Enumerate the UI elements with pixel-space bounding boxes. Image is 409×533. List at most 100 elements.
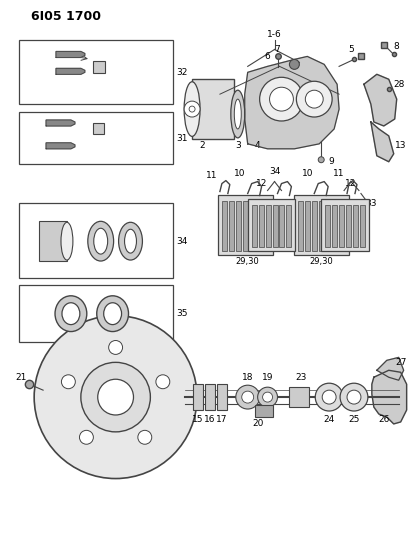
Bar [324,205,329,247]
Bar [339,201,344,251]
Text: 19: 19 [261,373,273,382]
Text: 33: 33 [364,199,376,208]
Circle shape [257,387,277,407]
Bar [192,79,233,139]
Bar [228,201,233,251]
Circle shape [315,383,342,411]
Text: 2: 2 [199,141,204,150]
Text: 12: 12 [344,179,356,188]
Bar [19,39,173,104]
Text: 29,30: 29,30 [308,256,332,265]
Bar [258,205,263,247]
Bar [279,205,284,247]
Circle shape [296,81,331,117]
Circle shape [269,87,293,111]
Circle shape [184,101,200,117]
Circle shape [108,341,122,354]
Text: 21: 21 [16,373,27,382]
Bar [305,201,310,251]
Text: 9: 9 [328,157,333,166]
Bar [254,405,272,417]
Bar [319,201,324,251]
Text: 29,30: 29,30 [235,256,259,265]
Text: 27: 27 [394,358,405,367]
Text: 11: 11 [333,169,344,178]
Polygon shape [370,122,393,161]
Circle shape [235,385,259,409]
Text: 34: 34 [176,237,187,246]
Polygon shape [56,68,85,74]
Text: 25: 25 [348,415,359,424]
Ellipse shape [124,229,136,253]
Bar [249,201,254,251]
Ellipse shape [88,221,113,261]
Ellipse shape [61,222,73,260]
Ellipse shape [62,303,80,325]
Circle shape [241,391,253,403]
Ellipse shape [103,303,121,325]
Text: 24: 24 [323,415,334,424]
Polygon shape [371,370,406,424]
Bar [92,61,104,74]
Bar [242,201,247,251]
Text: 28: 28 [392,80,403,88]
Ellipse shape [234,99,240,129]
Text: 32: 32 [176,68,187,77]
Text: 8: 8 [393,42,399,51]
Polygon shape [363,74,396,126]
Bar [217,196,272,255]
Bar [19,112,173,164]
Bar [19,285,173,343]
Bar [204,384,214,410]
Polygon shape [56,52,85,58]
Ellipse shape [184,82,200,136]
Circle shape [34,316,197,479]
Text: 35: 35 [176,309,187,318]
Bar [221,201,226,251]
Polygon shape [46,143,75,149]
Bar [286,205,291,247]
Text: 17: 17 [216,415,227,424]
Polygon shape [46,120,75,126]
Bar [320,199,368,251]
Bar [263,201,268,251]
Circle shape [289,59,299,69]
Text: 10: 10 [301,169,312,178]
Bar [331,205,336,247]
Ellipse shape [55,296,87,332]
Text: 5: 5 [347,45,353,54]
Text: 16: 16 [204,415,215,424]
Text: 13: 13 [394,141,405,150]
Circle shape [97,379,133,415]
Bar [359,205,364,247]
Circle shape [321,390,335,404]
Circle shape [346,390,360,404]
Bar [326,201,330,251]
Circle shape [155,375,169,389]
Bar [338,205,343,247]
Circle shape [259,77,303,121]
Text: 6: 6 [264,52,270,61]
Polygon shape [376,358,402,380]
Ellipse shape [97,296,128,332]
Bar [272,205,277,247]
Bar [193,384,202,410]
Bar [92,123,103,134]
Circle shape [79,430,93,444]
Text: 7: 7 [274,45,280,54]
Circle shape [81,362,150,432]
Text: 6I05 1700: 6I05 1700 [31,10,101,23]
Ellipse shape [230,90,244,138]
Bar [352,205,357,247]
Text: 15: 15 [192,415,203,424]
Bar [216,384,226,410]
Bar [298,201,303,251]
Circle shape [61,375,75,389]
Bar [333,201,337,251]
Text: 12: 12 [255,179,267,188]
Circle shape [137,430,151,444]
Text: 23: 23 [295,373,306,382]
Bar [345,205,350,247]
Text: 4: 4 [254,141,260,150]
Bar [289,387,308,407]
